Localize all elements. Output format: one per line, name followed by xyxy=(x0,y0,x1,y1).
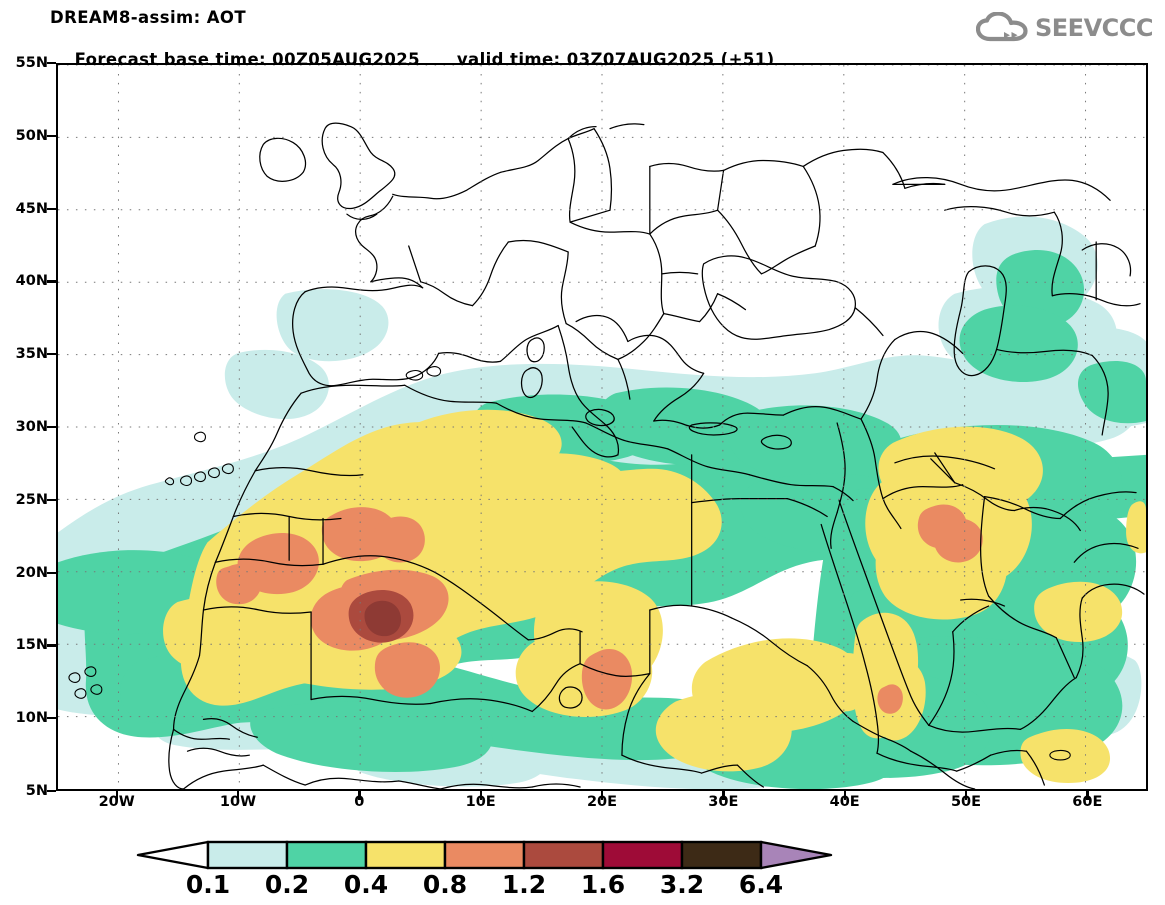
y-tick-mark xyxy=(47,62,56,65)
x-tick-mark xyxy=(479,791,482,800)
colorbar-swatch xyxy=(522,840,605,870)
colorbar-over-cap xyxy=(759,840,833,870)
seevccc-logo: SEEVCCC xyxy=(976,12,1154,44)
y-tick-label: 35N xyxy=(15,346,48,363)
x-tick-mark xyxy=(843,791,846,800)
colorbar-tick-label: 1.6 xyxy=(580,870,626,899)
y-tick-mark xyxy=(47,280,56,283)
y-tick-label: 5N xyxy=(25,783,48,799)
coastline-overlay xyxy=(68,122,1145,789)
colorbar-tick-label: 3.2 xyxy=(659,870,705,899)
colorbar-swatch xyxy=(285,840,368,870)
colorbar-swatch xyxy=(680,840,763,870)
y-tick-mark xyxy=(47,498,56,501)
y-tick-label: 25N xyxy=(15,491,48,508)
y-tick-label: 20N xyxy=(15,564,48,581)
x-tick-mark xyxy=(1086,791,1089,800)
y-tick-label: 45N xyxy=(15,200,48,217)
x-tick-mark xyxy=(965,791,968,800)
x-tick-mark xyxy=(722,791,725,800)
header: DREAM8-assim: AOT Forecast base time: 00… xyxy=(0,0,1165,69)
lat-lon-grid xyxy=(58,65,1146,789)
y-tick-label: 15N xyxy=(15,637,48,654)
y-tick-mark xyxy=(47,134,56,137)
y-tick-mark xyxy=(47,644,56,647)
colorbar-tick-label: 0.1 xyxy=(185,870,231,899)
x-tick-label: 50E xyxy=(950,794,982,810)
y-tick-mark xyxy=(47,717,56,720)
colorbar-tick-label: 1.2 xyxy=(501,870,547,899)
y-tick-label: 40N xyxy=(15,273,48,290)
y-tick-mark xyxy=(47,571,56,574)
y-tick-label: 55N xyxy=(15,55,48,71)
colorbar-swatch xyxy=(364,840,447,870)
x-tick-label: 40E xyxy=(829,794,860,810)
cloud-icon xyxy=(976,12,1028,42)
colorbar-swatch xyxy=(443,840,526,870)
x-tick-label: 20W xyxy=(98,794,135,810)
colorbar-tick-label: 0.2 xyxy=(264,870,310,899)
y-tick-label: 10N xyxy=(15,710,48,727)
colorbar: 0.1 0.2 0.4 0.8 1.2 1.6 3.2 6.4 xyxy=(0,838,1165,905)
x-tick-label: 20E xyxy=(586,794,618,810)
x-tick-label: 60E xyxy=(1072,794,1103,810)
colorbar-swatches xyxy=(136,840,833,870)
y-tick-mark xyxy=(47,426,56,429)
colorbar-tick-label: 0.8 xyxy=(422,870,468,899)
aot-contour-map xyxy=(58,65,1146,789)
y-tick-mark xyxy=(47,790,56,793)
y-tick-mark xyxy=(47,207,56,210)
colorbar-swatch xyxy=(206,840,289,870)
y-tick-label: 30N xyxy=(15,419,48,435)
contour-band-1.6 xyxy=(364,600,401,637)
x-tick-label: 30E xyxy=(708,794,739,810)
colorbar-under-cap xyxy=(136,840,210,870)
x-tick-mark xyxy=(237,791,240,800)
logo-text: SEEVCCC xyxy=(1035,14,1154,42)
y-tick-label: 50N xyxy=(15,127,48,144)
x-tick-mark xyxy=(358,791,361,800)
colorbar-tick-label: 0.4 xyxy=(343,870,389,899)
x-tick-label: 10W xyxy=(219,794,257,810)
map-plot-area xyxy=(56,63,1148,791)
colorbar-swatch xyxy=(601,840,684,870)
colorbar-tick-label: 6.4 xyxy=(738,870,784,899)
page-title: DREAM8-assim: AOT xyxy=(50,8,247,27)
x-tick-label: 0 xyxy=(354,794,365,810)
x-tick-mark xyxy=(601,791,604,800)
x-tick-label: 10E xyxy=(465,794,496,810)
y-tick-mark xyxy=(47,353,56,356)
x-tick-mark xyxy=(115,791,118,800)
